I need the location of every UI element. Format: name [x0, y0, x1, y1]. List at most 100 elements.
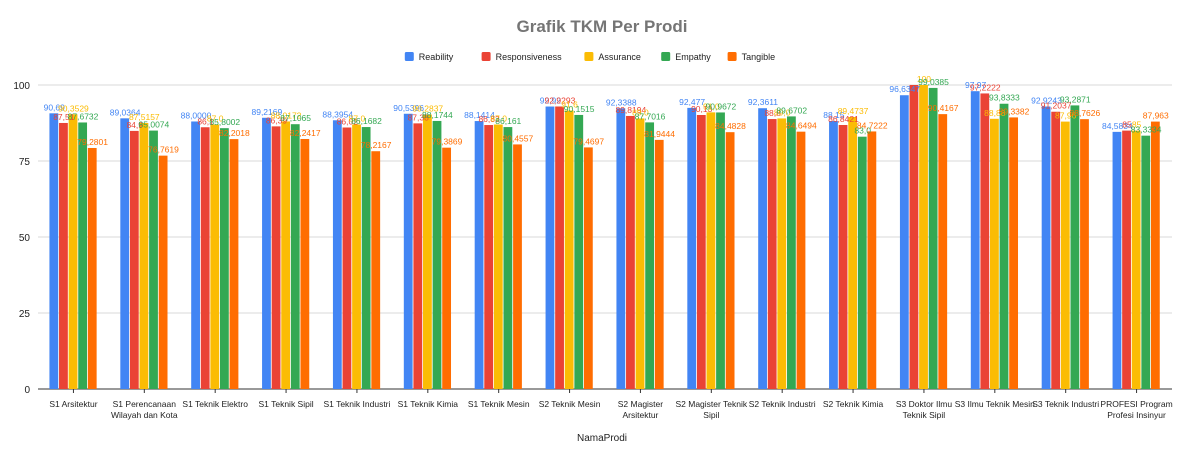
data-label: 90,1515	[564, 104, 595, 114]
data-label: 88,8	[764, 108, 781, 118]
bar	[332, 120, 342, 389]
data-label: 80,4557	[503, 133, 534, 143]
data-label: 99,0385	[918, 77, 949, 87]
bar	[635, 118, 645, 389]
data-label: 83,0	[854, 126, 871, 136]
data-label: 92,92	[540, 96, 562, 106]
legend-label: Responsiveness	[496, 52, 563, 62]
bar	[848, 116, 858, 390]
bar	[654, 139, 664, 389]
x-tick-label: S1 Teknik Kimia	[398, 399, 459, 409]
data-label: 89,0	[774, 107, 791, 117]
data-label: 85,0074	[139, 120, 170, 130]
data-label: 92,9293	[545, 95, 576, 105]
data-label: 92,9243	[1031, 96, 1062, 106]
bar	[49, 113, 59, 389]
legend-swatch	[584, 52, 594, 61]
bar	[403, 113, 413, 389]
data-label: 89,6702	[776, 105, 807, 115]
bar	[149, 130, 158, 389]
data-label: 79,2801	[77, 137, 108, 147]
bar	[716, 112, 725, 389]
legend-label: Empathy	[675, 52, 711, 62]
data-label: 97,97	[965, 80, 987, 90]
data-label: 89,4737	[838, 106, 869, 116]
bar	[139, 122, 149, 389]
bar	[1080, 119, 1089, 390]
bar	[786, 116, 796, 390]
data-label: 88,1744	[422, 110, 453, 120]
bar	[706, 112, 716, 390]
bar	[687, 107, 697, 389]
x-tick-label: PROFESI Program	[1100, 399, 1172, 409]
bar	[342, 127, 352, 389]
data-label: 88,0000	[181, 110, 212, 120]
bar	[564, 110, 574, 389]
data-label: 84,6494	[786, 121, 817, 131]
legend-swatch	[727, 52, 737, 61]
data-label: 84,9	[126, 120, 143, 130]
data-label: 87,0	[349, 114, 366, 124]
x-tick-label: S3 Ilmu Teknik Mesin	[955, 399, 1035, 409]
data-label: 87,0	[207, 114, 224, 124]
data-label: 86,1682	[351, 116, 382, 126]
bar	[777, 118, 787, 389]
bar	[281, 121, 291, 390]
x-tick-label: S1 Perencanaan	[113, 399, 177, 409]
data-label: 88,0172	[271, 110, 302, 120]
legend-swatch	[481, 52, 491, 61]
bar	[829, 121, 838, 390]
data-label: 87,5157	[129, 112, 160, 122]
data-label: 89,3382	[999, 106, 1030, 116]
y-tick-label: 100	[13, 81, 30, 92]
data-label: 97,2222	[970, 82, 1001, 92]
chart-title: Grafik TKM Per Prodi	[516, 17, 688, 36]
bar	[158, 155, 168, 389]
bar	[432, 120, 442, 389]
bar	[616, 108, 626, 390]
bar	[857, 136, 867, 389]
data-label: 90,2837	[412, 104, 443, 114]
bar	[219, 128, 229, 389]
bar	[938, 114, 948, 389]
data-label: 79,3869	[432, 137, 463, 147]
data-label: 76,7619	[148, 145, 179, 155]
bar	[200, 127, 210, 390]
data-label: 86,1	[197, 116, 214, 126]
data-label: 90,5396	[393, 103, 424, 113]
x-tick-label: S1 Teknik Industri	[323, 399, 390, 409]
data-label: 84,5834	[1102, 121, 1133, 131]
bar	[371, 151, 381, 389]
legend-item: Reability	[404, 52, 454, 62]
data-label: 92,477	[679, 97, 705, 107]
legend-item: Tangible	[727, 52, 776, 62]
data-label: 90,9672	[706, 101, 737, 111]
bar	[583, 147, 593, 389]
bar	[1112, 131, 1122, 390]
bar	[120, 118, 130, 389]
axis-layer: 0 25 50 75 100 S1 Arsitektur S1 PerencanaanWil…	[13, 81, 1172, 420]
legend-label: Tangible	[742, 52, 776, 62]
x-tick-label: S1 Teknik Sipil	[259, 399, 314, 409]
x-tick-label: S1 Teknik Mesin	[468, 399, 530, 409]
data-label: 85,8002	[209, 117, 240, 127]
data-label: 86,83	[478, 114, 500, 124]
bar	[555, 106, 564, 389]
bar	[574, 114, 584, 389]
bar	[1150, 121, 1160, 390]
bar	[980, 93, 990, 389]
bar	[78, 122, 88, 389]
x-tick-label: Sipil	[703, 410, 719, 420]
bar	[899, 95, 909, 389]
data-label: 90,13	[691, 104, 713, 114]
bar	[990, 118, 999, 389]
bar	[229, 139, 239, 389]
data-label: 84,7222	[857, 120, 888, 130]
bar	[1041, 106, 1051, 389]
bar	[503, 127, 513, 389]
bar	[626, 115, 635, 389]
bar	[919, 85, 928, 389]
data-label: 88,7626	[1070, 108, 1101, 118]
bar	[87, 147, 97, 389]
data-label: 82,2018	[219, 128, 250, 138]
